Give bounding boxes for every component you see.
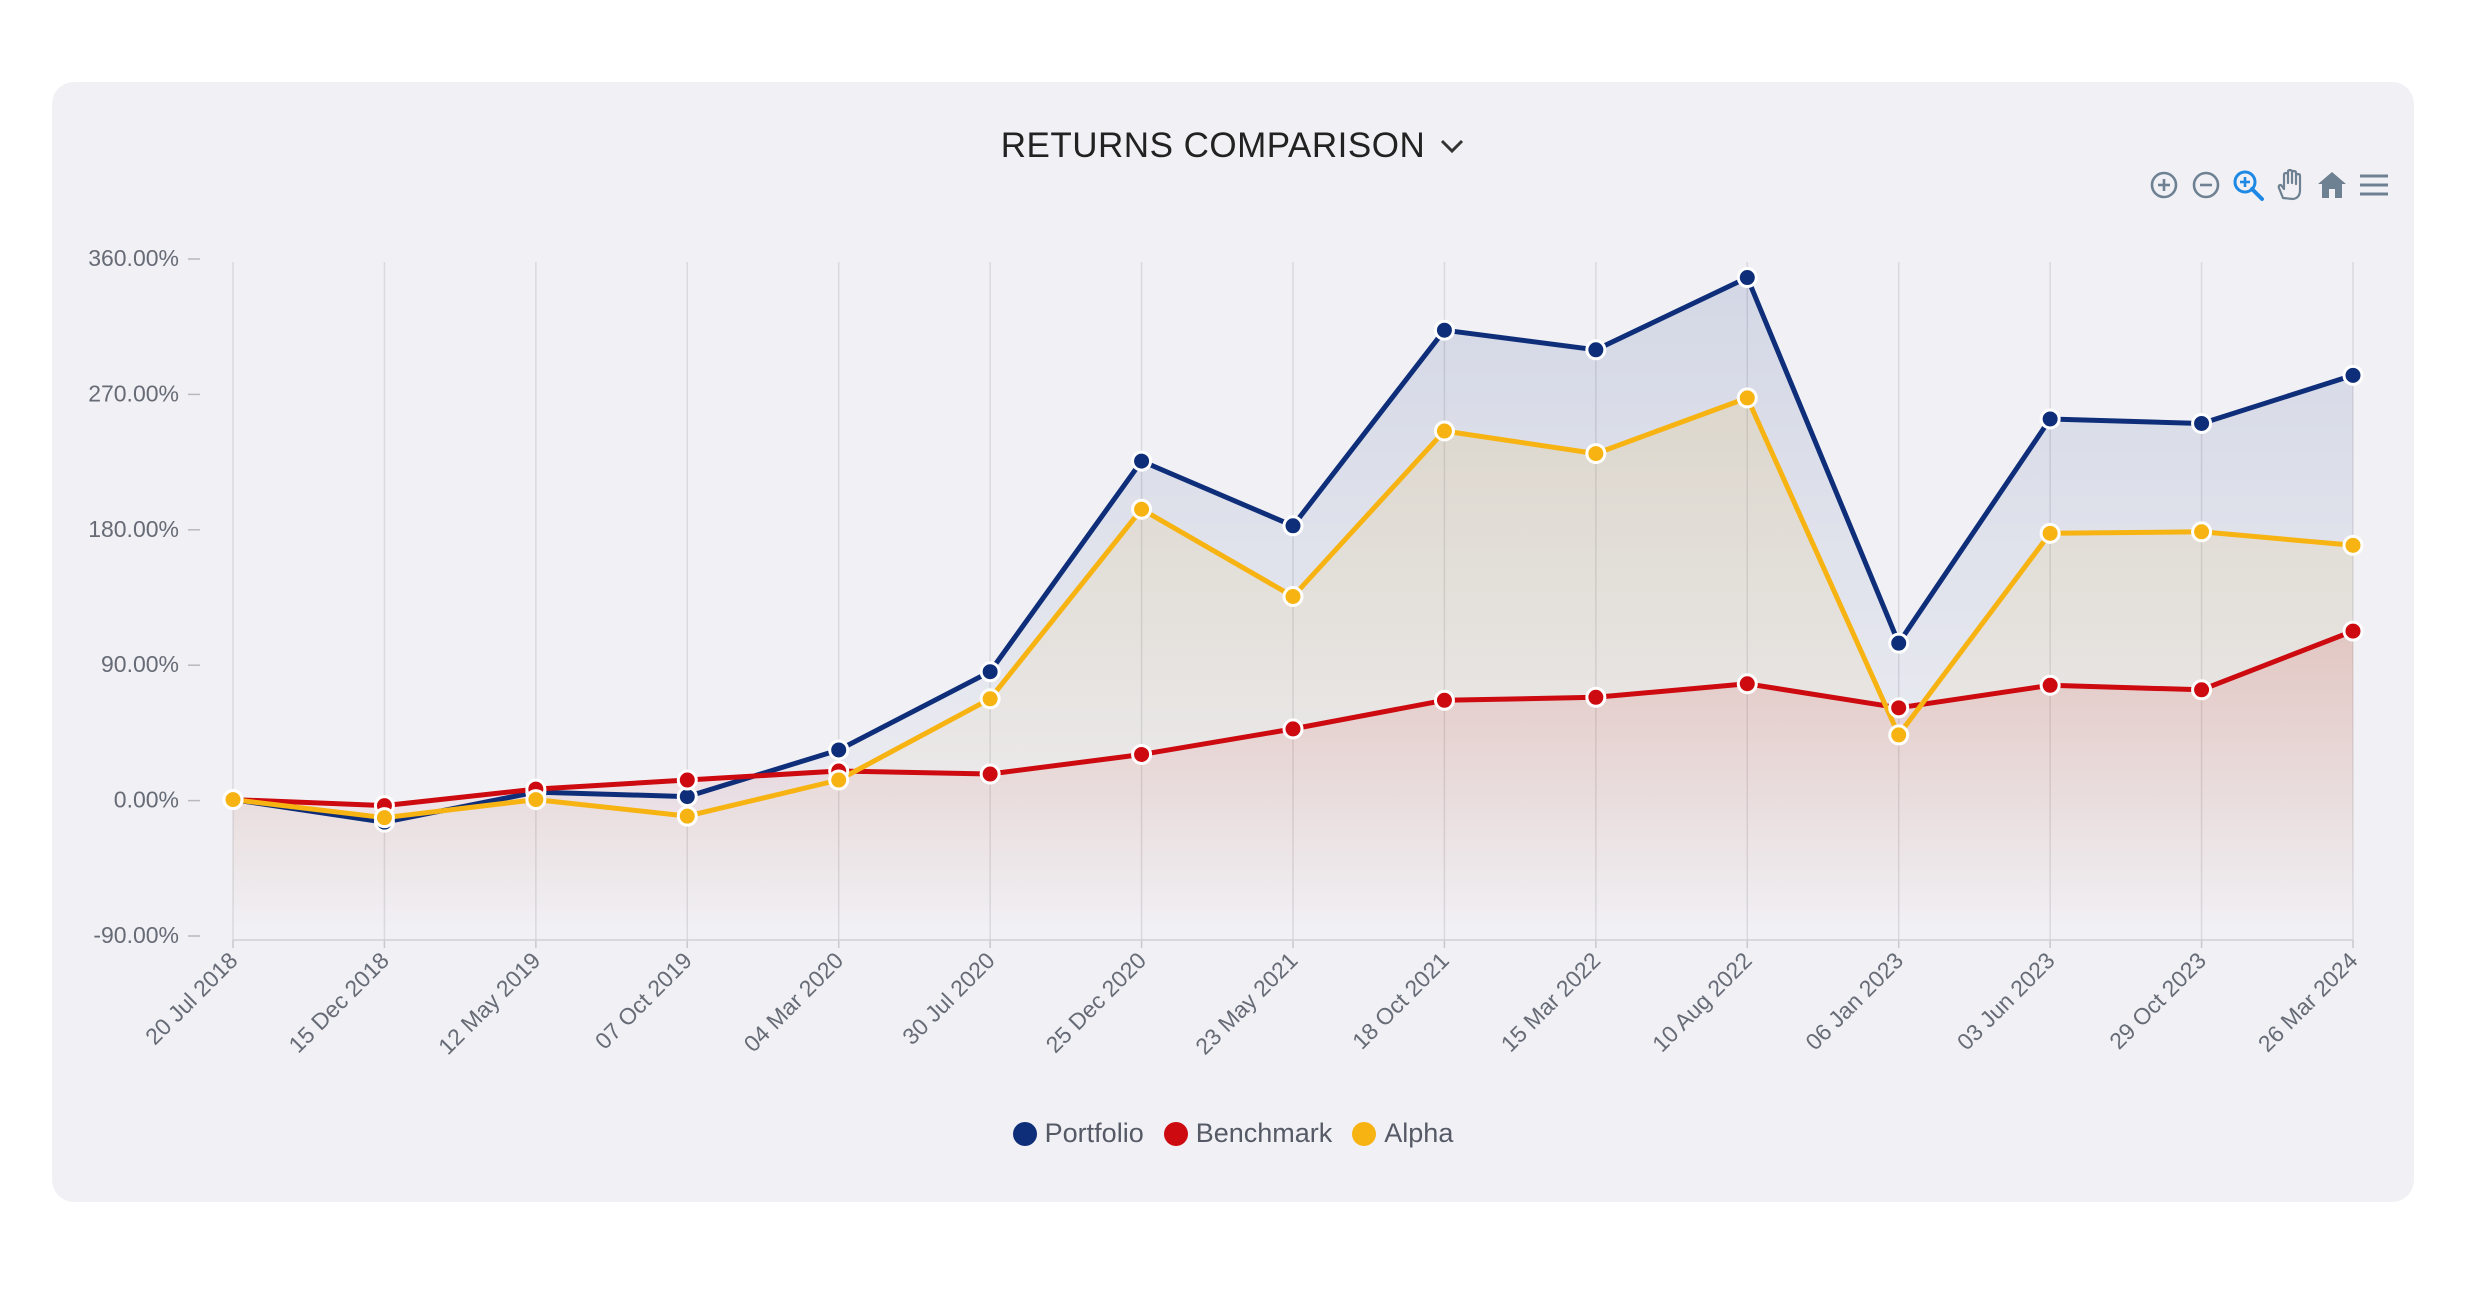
pan-button[interactable] [2272,167,2308,203]
zoom-out-icon [2192,171,2220,199]
y-tick-label: 360.00% [88,245,179,271]
point-benchmark[interactable] [1736,673,1758,695]
point-portfolio[interactable] [1433,319,1455,341]
point-alpha[interactable] [676,805,698,827]
point-portfolio[interactable] [2039,408,2061,430]
home-reset-icon [2318,172,2346,198]
point-alpha[interactable] [2342,534,2364,556]
point-benchmark[interactable] [676,769,698,791]
point-alpha[interactable] [1736,387,1758,409]
point-benchmark[interactable] [1131,743,1153,765]
y-tick-label: -90.00% [93,922,179,948]
point-alpha[interactable] [373,807,395,829]
x-tick-label: 20 Jul 2018 [140,947,242,1049]
selection-zoom-icon [2233,170,2264,201]
point-alpha[interactable] [1433,420,1455,442]
y-axis: 360.00% 270.00% 180.00% 90.00% 0.00% -90.00% [88,245,200,948]
x-tick-label: 30 Jul 2020 [897,947,999,1049]
chart-menu-button[interactable] [2356,167,2392,203]
x-tick-label: 29 Oct 2023 [2104,947,2211,1054]
x-tick-label: 03 Jun 2023 [1952,947,2060,1055]
x-tick-label: 15 Dec 2018 [283,947,394,1058]
point-portfolio[interactable] [828,739,850,761]
point-portfolio[interactable] [1585,339,1607,361]
series-markers[interactable] [222,267,2364,833]
x-tick-label: 10 Aug 2022 [1647,947,1757,1057]
point-alpha[interactable] [222,789,244,811]
point-portfolio[interactable] [1888,632,1910,654]
y-tick-label: 90.00% [101,651,179,677]
zoom-out-button[interactable] [2188,167,2224,203]
reset-zoom-button[interactable] [2314,167,2350,203]
point-benchmark[interactable] [2342,620,2364,642]
y-tick-label: 180.00% [88,516,179,542]
point-alpha[interactable] [1585,443,1607,465]
point-portfolio[interactable] [1131,450,1153,472]
point-portfolio[interactable] [2191,412,2213,434]
point-benchmark[interactable] [1433,689,1455,711]
selection-zoom-button[interactable] [2230,167,2266,203]
zoom-in-icon [2150,171,2178,199]
point-alpha[interactable] [525,789,547,811]
x-tick-label: 18 Oct 2021 [1347,947,1454,1054]
x-tick-label: 04 Mar 2020 [739,947,849,1057]
zoom-in-button[interactable] [2146,167,2182,203]
point-alpha[interactable] [1282,586,1304,607]
point-benchmark[interactable] [2191,679,2213,701]
pan-hand-icon [2277,168,2302,201]
point-alpha[interactable] [1888,724,1910,746]
legend-label: Portfolio [1044,1118,1144,1148]
point-benchmark[interactable] [1888,697,1910,719]
chevron-down-icon [1441,139,1464,154]
point-portfolio[interactable] [979,661,1001,683]
legend-item-benchmark[interactable]: Benchmark [1163,1118,1333,1149]
y-tick-label: 0.00% [114,787,179,813]
point-benchmark[interactable] [1282,718,1304,740]
legend-label: Benchmark [1195,1118,1333,1148]
y-tick-label: 270.00% [88,380,179,406]
area-alpha [233,397,2353,935]
point-portfolio[interactable] [2342,364,2364,386]
legend-item-portfolio[interactable]: Portfolio [1012,1118,1144,1149]
x-tick-label: 06 Jan 2023 [1800,947,1908,1055]
legend-marker [1012,1121,1037,1146]
point-alpha[interactable] [828,769,850,791]
x-tick-label: 15 Mar 2022 [1496,947,1606,1057]
chart-title: RETURNS COMPARISON [1000,126,1426,165]
point-alpha[interactable] [1131,498,1153,520]
legend-item-alpha[interactable]: Alpha [1352,1118,1453,1149]
point-alpha[interactable] [2039,522,2061,544]
x-tick-label: 12 May 2019 [433,947,545,1059]
point-portfolio[interactable] [1282,515,1304,537]
point-portfolio[interactable] [1736,267,1758,289]
x-axis: 20 Jul 2018 15 Dec 2018 12 May 2019 07 Oct … [140,939,2363,1060]
chart-legend: Portfolio Benchmark Alpha [0,1118,2466,1149]
legend-label: Alpha [1384,1118,1454,1148]
point-benchmark[interactable] [1585,686,1607,708]
x-tick-label: 26 Mar 2024 [2253,947,2363,1057]
x-tick-label: 23 May 2021 [1190,947,1302,1059]
menu-icon [2360,174,2388,196]
x-tick-label: 25 Dec 2020 [1040,947,1151,1058]
point-alpha[interactable] [2191,521,2213,543]
x-tick-label: 07 Oct 2019 [590,947,697,1054]
chart-toolbar [2146,167,2392,203]
legend-marker [1163,1121,1188,1146]
point-benchmark[interactable] [979,763,1001,785]
point-alpha[interactable] [979,688,1001,710]
legend-marker [1352,1121,1377,1146]
chart-title-dropdown[interactable]: RETURNS COMPARISON [1001,126,1466,166]
point-benchmark[interactable] [2039,674,2061,696]
